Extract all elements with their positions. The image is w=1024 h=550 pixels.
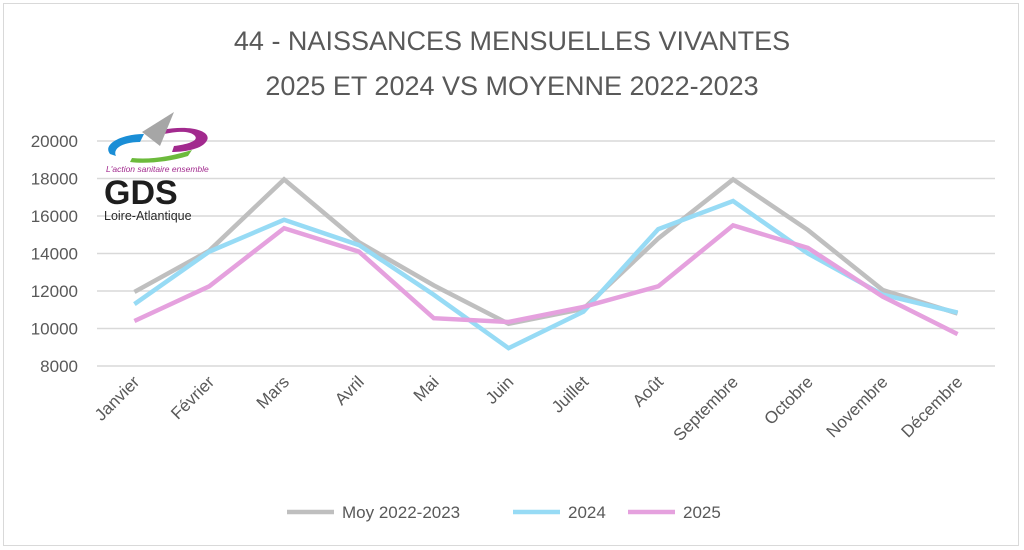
y-tick-label: 18000 <box>31 170 78 189</box>
y-tick-label: 16000 <box>31 207 78 226</box>
x-tick-label: Avril <box>331 372 368 409</box>
gds-logo: L'action sanitaire ensemble GDS Loire-At… <box>104 112 209 223</box>
logo-name: GDS <box>104 174 178 212</box>
y-tick-label: 14000 <box>31 245 78 264</box>
x-tick-label: Janvier <box>91 372 143 424</box>
x-tick-label: Novembre <box>823 372 892 441</box>
x-tick-label: Juillet <box>548 372 592 416</box>
series-line-moy-2022-2023 <box>133 176 959 327</box>
logo-tagline: L'action sanitaire ensemble <box>106 164 209 174</box>
x-tick-label: Août <box>629 372 667 410</box>
y-tick-label: 8000 <box>40 357 78 376</box>
y-tick-label: 10000 <box>31 320 78 339</box>
series-line-2025 <box>133 222 959 337</box>
chart-title-line-1: 44 - NAISSANCES MENSUELLES VIVANTES <box>233 26 791 56</box>
x-tick-label: Mars <box>253 372 293 412</box>
legend-label: Moy 2022-2023 <box>342 503 460 522</box>
logo-region: Loire-Atlantique <box>104 209 192 223</box>
x-tick-label: Février <box>167 372 218 423</box>
legend-label: 2025 <box>683 503 721 522</box>
chart-frame <box>3 3 1019 546</box>
chart-title-line-2: 2025 ET 2024 VS MOYENNE 2022-2023 <box>265 71 759 101</box>
x-tick-label: Mai <box>410 372 443 405</box>
x-tick-label: Juin <box>482 372 517 407</box>
x-tick-label: Décembre <box>898 372 967 441</box>
series-line-2024 <box>133 198 959 351</box>
legend-label: 2024 <box>568 503 606 522</box>
x-tick-label: Octobre <box>761 372 817 428</box>
y-tick-label: 20000 <box>31 132 78 151</box>
x-tick-label: Septembre <box>670 372 742 444</box>
y-tick-label: 12000 <box>31 282 78 301</box>
